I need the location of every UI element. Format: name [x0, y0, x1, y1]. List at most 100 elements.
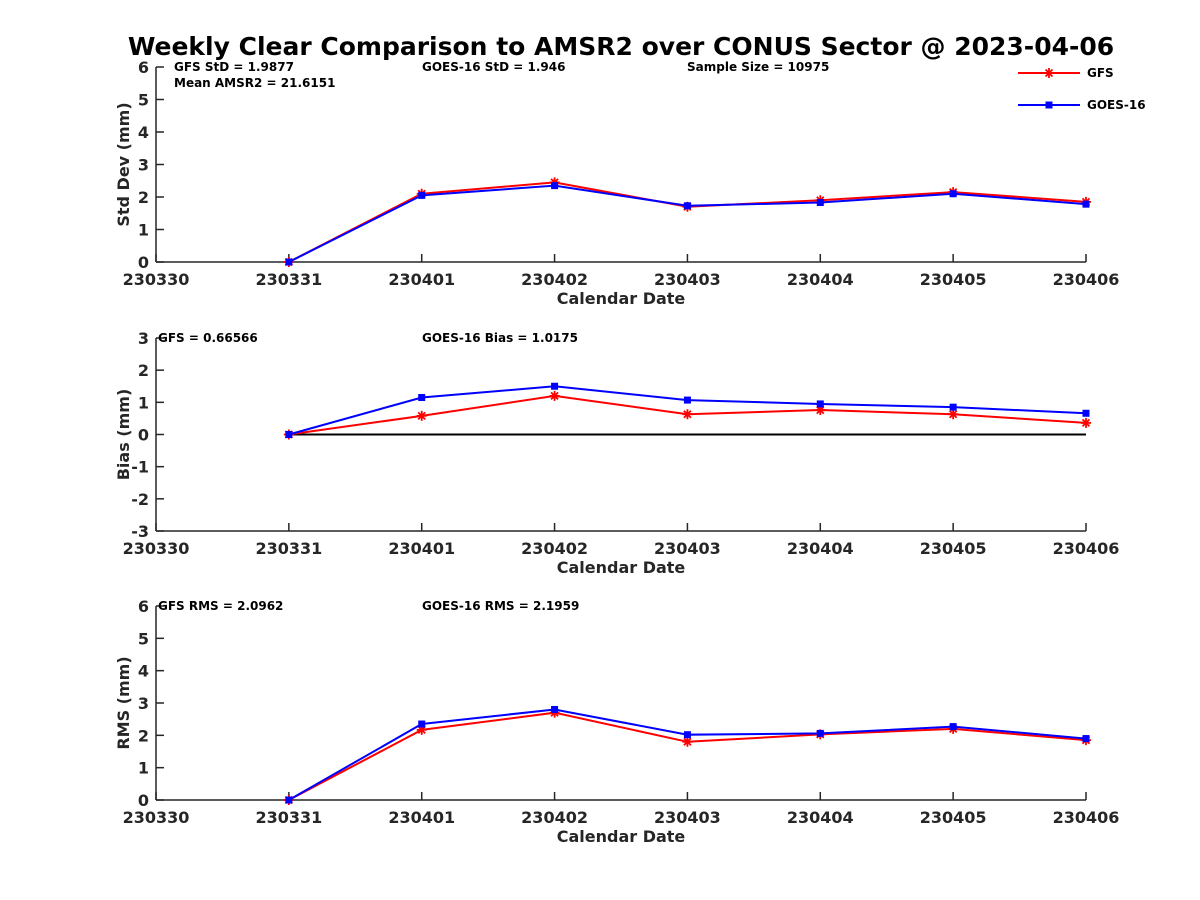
- x-tick-label: 230401: [388, 270, 455, 289]
- x-tick-label: 230405: [920, 270, 987, 289]
- x-tick-label: 230403: [654, 539, 721, 558]
- stat-annotation: GOES-16 StD = 1.946: [422, 60, 565, 74]
- y-tick-label: 3: [138, 329, 149, 348]
- y-tick-label: 1: [138, 393, 149, 412]
- x-tick-label: 230406: [1053, 539, 1120, 558]
- y-tick-label: 0: [138, 253, 149, 272]
- data-point: [416, 410, 427, 421]
- y-tick-label: 0: [138, 791, 149, 810]
- x-tick-label: 230402: [521, 270, 588, 289]
- legend-goes16-label: GOES-16: [1087, 98, 1146, 112]
- x-axis-label: Calendar Date: [557, 289, 686, 308]
- legend: GFS GOES-16: [1018, 66, 1146, 112]
- y-tick-label: 2: [138, 188, 149, 207]
- x-tick-label: 230402: [521, 539, 588, 558]
- panel-bias: 230330 230331 230401 230402 230403 230404 2304…: [114, 329, 1119, 577]
- x-axis-label: Calendar Date: [557, 558, 686, 577]
- y-tick-label: 2: [138, 726, 149, 745]
- x-axis-label: Calendar Date: [557, 827, 686, 846]
- y-tick-label: 2: [138, 361, 149, 380]
- data-point: [285, 258, 293, 266]
- x-tick-label: 230401: [388, 808, 455, 827]
- series-goes-16: [285, 182, 1090, 266]
- data-point: [418, 191, 426, 199]
- x-tick-label: 230403: [654, 808, 721, 827]
- data-point: [1082, 735, 1090, 743]
- stat-annotation: GOES-16 Bias = 1.0175: [422, 331, 578, 345]
- data-point: [816, 400, 824, 408]
- data-point: [949, 723, 957, 731]
- x-tick-label: 230406: [1053, 808, 1120, 827]
- series-goes-16: [285, 705, 1090, 804]
- y-tick-label: 1: [138, 759, 149, 778]
- data-point: [816, 199, 824, 207]
- x-tick-label: 230405: [920, 539, 987, 558]
- data-point: [683, 202, 691, 210]
- legend-gfs-marker: [1044, 68, 1054, 78]
- y-axis-label: RMS (mm): [114, 656, 133, 749]
- data-point: [948, 409, 959, 420]
- data-point: [816, 729, 824, 737]
- x-tick-label: 230331: [255, 539, 322, 558]
- y-tick-label: 4: [138, 662, 149, 681]
- data-point: [551, 705, 559, 713]
- legend-marker-1: [1045, 101, 1053, 109]
- data-point: [1082, 409, 1090, 417]
- x-tick-label: 230330: [123, 539, 190, 558]
- x-tick-label: 230404: [787, 808, 854, 827]
- data-point: [682, 736, 693, 747]
- data-point: [551, 382, 559, 390]
- legend-marker-0: [1044, 68, 1054, 78]
- y-tick-label: 3: [138, 694, 149, 713]
- x-tick-label: 230330: [123, 270, 190, 289]
- stat-annotation: GOES-16 RMS = 2.1959: [422, 599, 579, 613]
- stat-annotation: Sample Size = 10975: [687, 60, 829, 74]
- data-point: [683, 396, 691, 404]
- data-point: [418, 394, 426, 402]
- panel-std-dev: 230330 230331 230401 230402 230403 230404 2304…: [114, 58, 1119, 308]
- x-tick-label: 230405: [920, 808, 987, 827]
- y-tick-label: 5: [138, 629, 149, 648]
- x-tick-label: 230404: [787, 539, 854, 558]
- y-tick-label: 6: [138, 58, 149, 77]
- stat-annotation: GFS RMS = 2.0962: [158, 599, 283, 613]
- y-tick-label: 6: [138, 597, 149, 616]
- data-point: [285, 431, 293, 438]
- legend-gfs-label: GFS: [1087, 66, 1114, 80]
- y-tick-label: -2: [131, 490, 149, 509]
- y-tick-label: -3: [131, 522, 149, 541]
- data-point: [949, 190, 957, 198]
- x-tick-label: 230406: [1053, 270, 1120, 289]
- y-tick-label: 1: [138, 221, 149, 240]
- y-axis-label: Std Dev (mm): [114, 102, 133, 226]
- data-point: [949, 403, 957, 411]
- legend-goes16-marker: [1045, 101, 1053, 109]
- y-tick-label: -1: [131, 458, 149, 477]
- data-point: [683, 731, 691, 739]
- series-goes-16: [285, 382, 1090, 438]
- x-tick-label: 230330: [123, 808, 190, 827]
- data-point: [1082, 200, 1090, 208]
- x-tick-label: 230403: [654, 270, 721, 289]
- stat-annotation: GFS StD = 1.9877: [174, 60, 294, 74]
- x-tick-label: 230404: [787, 270, 854, 289]
- y-tick-label: 3: [138, 156, 149, 175]
- y-axis-label: Bias (mm): [114, 389, 133, 481]
- x-tick-label: 230331: [255, 808, 322, 827]
- y-tick-label: 4: [138, 123, 149, 142]
- figure-title: Weekly Clear Comparison to AMSR2 over CO…: [128, 32, 1114, 61]
- data-point: [418, 720, 426, 728]
- panel-rms: 230330 230331 230401 230402 230403 230404 2304…: [114, 597, 1119, 846]
- x-tick-label: 230402: [521, 808, 588, 827]
- data-point: [682, 409, 693, 420]
- data-point: [285, 796, 293, 804]
- data-point: [549, 390, 560, 401]
- x-tick-label: 230331: [255, 270, 322, 289]
- stat-annotation: Mean AMSR2 = 21.6151: [174, 76, 335, 90]
- data-point: [1081, 417, 1091, 428]
- x-tick-label: 230401: [388, 539, 455, 558]
- y-tick-label: 0: [138, 426, 149, 445]
- stat-annotation: GFS = 0.66566: [158, 331, 258, 345]
